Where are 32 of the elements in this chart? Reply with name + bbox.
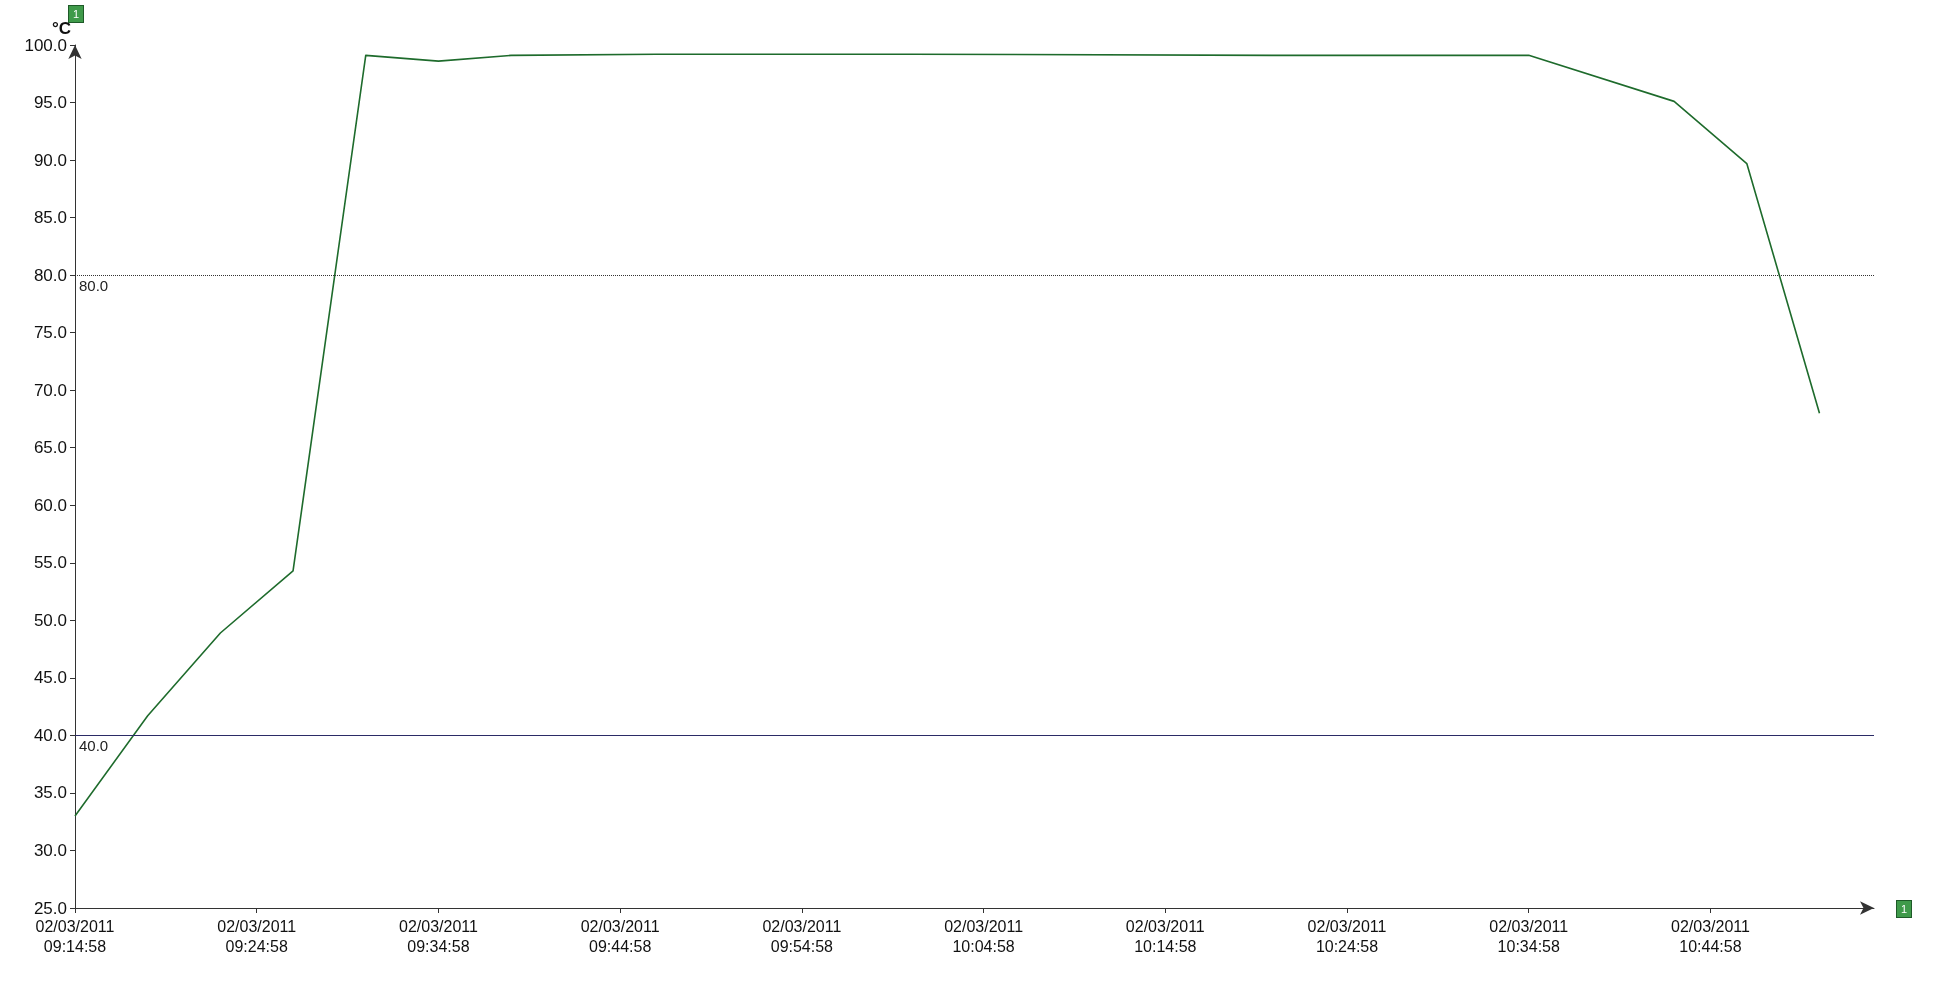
x-tick-label: 02/03/2011 09:24:58 <box>217 917 297 955</box>
y-tick-label: 95.0 <box>33 93 67 113</box>
line-series <box>74 53 1821 817</box>
x-tick-label: 02/03/2011 10:14:58 <box>1125 917 1205 955</box>
x-tick-label: 02/03/2011 10:24:58 <box>1307 917 1387 955</box>
y-tick-label: 45.0 <box>33 668 67 688</box>
y-tick-label: 75.0 <box>33 323 67 343</box>
y-axis-title: °C <box>51 18 71 38</box>
y-tick-label: 70.0 <box>33 380 67 400</box>
y-tick-label: 30.0 <box>33 840 67 860</box>
y-tick-label: 80.0 <box>33 265 67 285</box>
x-tick-label: 02/03/2011 09:34:58 <box>398 917 478 955</box>
y-tick-label: 35.0 <box>33 783 67 803</box>
y-tick-label: 25.0 <box>33 898 67 918</box>
y-tick-label: 60.0 <box>33 495 67 515</box>
y-tick-label: 55.0 <box>33 553 67 573</box>
y-tick-label: 100.0 <box>24 35 67 55</box>
x-tick-label: 02/03/2011 09:14:58 <box>35 917 115 955</box>
number-badge: 1 <box>68 5 84 23</box>
x-tick-label: 02/03/2011 09:44:58 <box>580 917 660 955</box>
y-tick-label: 65.0 <box>33 438 67 458</box>
y-tick-label: 40.0 <box>33 725 67 745</box>
y-tick-label: 90.0 <box>33 150 67 170</box>
ref-line-label: 40.0 <box>79 737 109 755</box>
x-tick-label: 02/03/2011 09:54:58 <box>762 917 842 955</box>
x-tick-label: 02/03/2011 10:04:58 <box>944 917 1024 955</box>
y-tick-label: 85.0 <box>33 208 67 228</box>
number-badge: 1 <box>1896 900 1912 918</box>
ref-line-label: 80.0 <box>79 277 109 295</box>
x-tick-label: 02/03/2011 10:44:58 <box>1671 917 1750 955</box>
y-tick-label: 50.0 <box>33 610 67 630</box>
x-tick-label: 02/03/2011 10:34:58 <box>1489 917 1569 955</box>
